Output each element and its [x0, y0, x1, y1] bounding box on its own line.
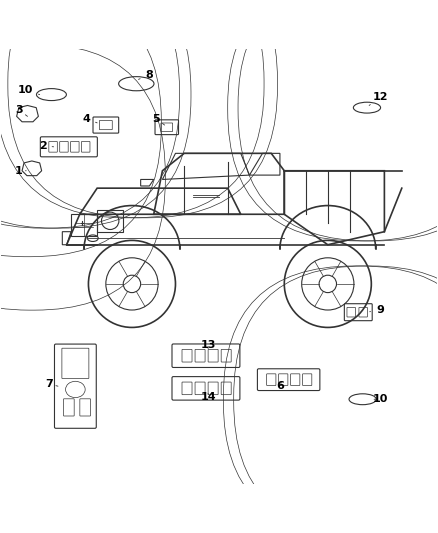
Text: 1: 1 [15, 166, 26, 176]
Text: 7: 7 [46, 379, 58, 389]
Text: 12: 12 [369, 92, 388, 106]
Text: 2: 2 [39, 141, 53, 150]
Text: 10: 10 [372, 394, 388, 404]
Text: 5: 5 [152, 114, 165, 125]
Text: 13: 13 [201, 340, 216, 350]
Text: 4: 4 [82, 114, 97, 124]
Text: 14: 14 [200, 392, 216, 402]
Text: 6: 6 [276, 381, 284, 391]
Text: 9: 9 [370, 305, 384, 315]
Text: 8: 8 [138, 70, 153, 80]
Text: 10: 10 [18, 85, 40, 95]
Text: 3: 3 [15, 105, 28, 116]
